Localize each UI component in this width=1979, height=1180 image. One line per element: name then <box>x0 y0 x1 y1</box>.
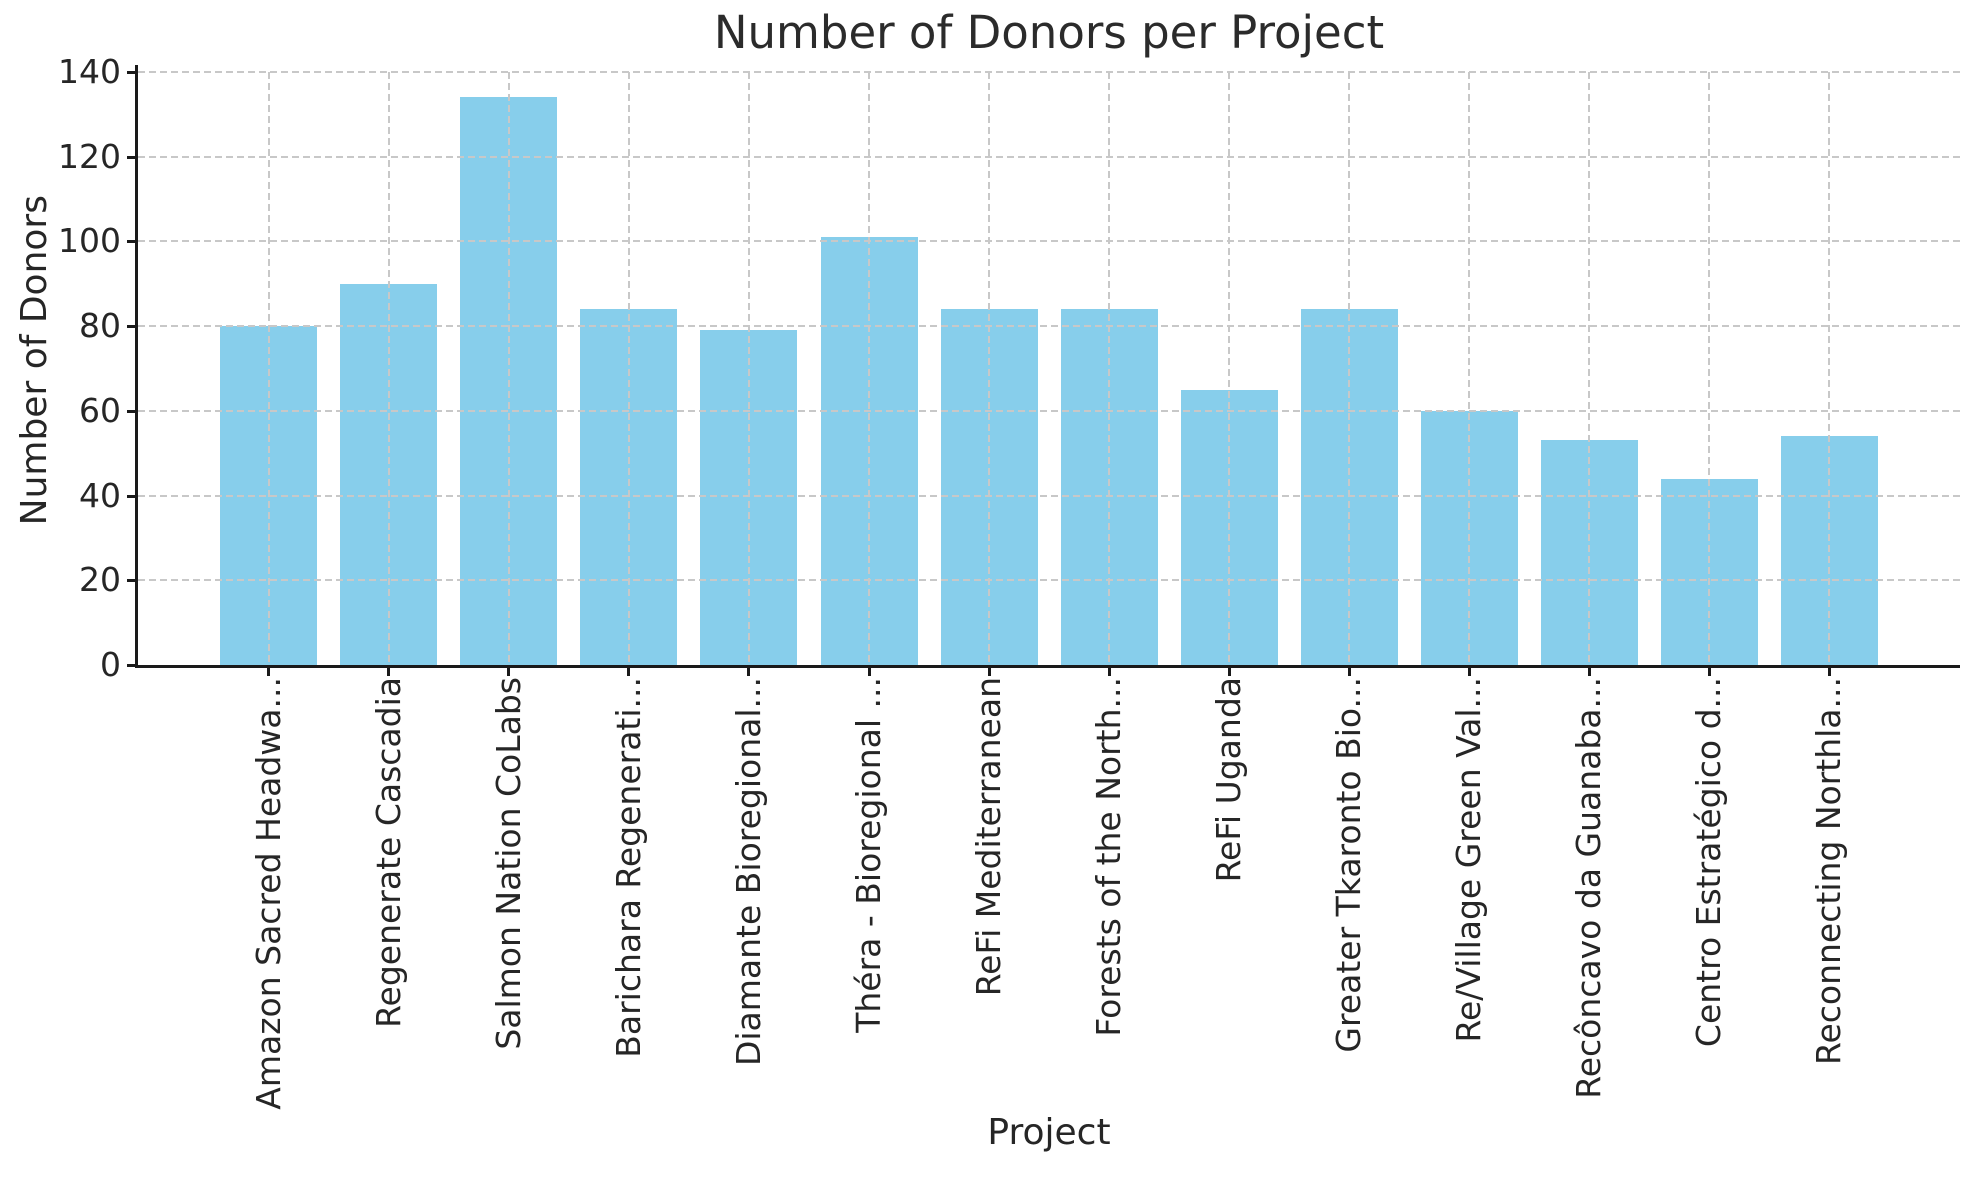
x-gridline <box>988 72 991 665</box>
x-tick-label: Salmon Nation CoLabs <box>488 677 528 1050</box>
y-gridline <box>138 155 1960 158</box>
x-tick <box>1707 666 1711 676</box>
x-tick <box>267 666 271 676</box>
x-gridline <box>1108 72 1111 665</box>
x-gridline <box>1348 72 1351 665</box>
x-gridline <box>747 72 750 665</box>
x-axis-label: Project <box>987 1112 1111 1153</box>
x-gridline <box>1588 72 1591 665</box>
y-tick <box>127 494 136 498</box>
y-tick-label: 100 <box>58 221 121 261</box>
y-tick <box>127 240 136 244</box>
x-tick-label: Théra - Bioregional ... <box>849 677 888 1033</box>
y-gridline <box>138 240 1960 243</box>
x-tick-label: Barichara Regenerati... <box>608 677 648 1058</box>
y-tick-label: 20 <box>79 560 121 600</box>
x-tick <box>1107 666 1111 676</box>
y-tick-label: 120 <box>58 136 121 176</box>
x-gridline <box>1708 72 1711 665</box>
x-tick <box>867 666 871 676</box>
y-tick <box>127 70 136 74</box>
y-tick <box>127 579 136 583</box>
y-tick <box>127 664 136 667</box>
x-tick-label: Forests of the North... <box>1089 677 1129 1037</box>
x-tick-label: Diamante Bioregional... <box>728 677 768 1067</box>
y-gridline <box>138 70 1960 73</box>
x-tick <box>507 666 511 676</box>
x-gridline <box>868 72 870 665</box>
y-gridline <box>138 325 1960 328</box>
y-gridline <box>138 409 1960 412</box>
y-gridline <box>138 494 1960 497</box>
x-tick <box>1827 666 1831 676</box>
y-tick-label: 0 <box>100 645 121 684</box>
x-tick <box>1587 666 1591 676</box>
plot-area: 0 20 40 60 80 100 120 140 Amazon Sacred Headwa..… <box>58 52 1960 1110</box>
x-tick-label: Re/Village Green Val... <box>1449 677 1489 1043</box>
x-tick-label: Reconnecting Northla... <box>1809 677 1849 1065</box>
x-gridline <box>267 72 270 665</box>
x-gridline <box>1228 72 1231 665</box>
x-gridline <box>1828 72 1831 665</box>
x-tick-label: Greater Tkaronto Bio... <box>1329 677 1369 1053</box>
y-tick <box>127 155 136 159</box>
x-gridline <box>507 72 510 665</box>
x-gridline <box>387 72 390 665</box>
x-tick <box>387 666 391 676</box>
y-axis-spine <box>135 65 138 668</box>
x-tick <box>1347 666 1351 676</box>
y-tick-label: 60 <box>79 390 121 430</box>
x-tick-label: Centro Estratégico d... <box>1689 677 1729 1048</box>
x-tick <box>1227 666 1231 676</box>
y-tick <box>127 325 136 329</box>
y-tick-label: 80 <box>79 306 121 346</box>
x-tick-label: Recôncavo da Guanaba... <box>1569 677 1609 1099</box>
x-tick-label: ReFi Mediterranean <box>969 677 1009 997</box>
x-tick-label: ReFi Uganda <box>1209 677 1249 883</box>
y-tick-label: 40 <box>79 475 121 515</box>
y-tick-label: 140 <box>58 51 121 91</box>
x-tick <box>627 666 631 676</box>
x-tick <box>747 666 751 676</box>
x-axis-spine <box>135 665 1960 668</box>
x-tick <box>1467 666 1471 676</box>
chart-title: Number of Donors per Project <box>713 6 1385 59</box>
x-tick-label: Regenerate Cascadia <box>368 677 408 1028</box>
x-gridline <box>1468 72 1471 665</box>
x-tick <box>987 666 991 676</box>
y-gridline <box>138 579 1960 582</box>
x-gridline <box>627 72 630 665</box>
x-tick-label: Amazon Sacred Headwa... <box>248 677 288 1110</box>
y-tick <box>127 409 136 413</box>
